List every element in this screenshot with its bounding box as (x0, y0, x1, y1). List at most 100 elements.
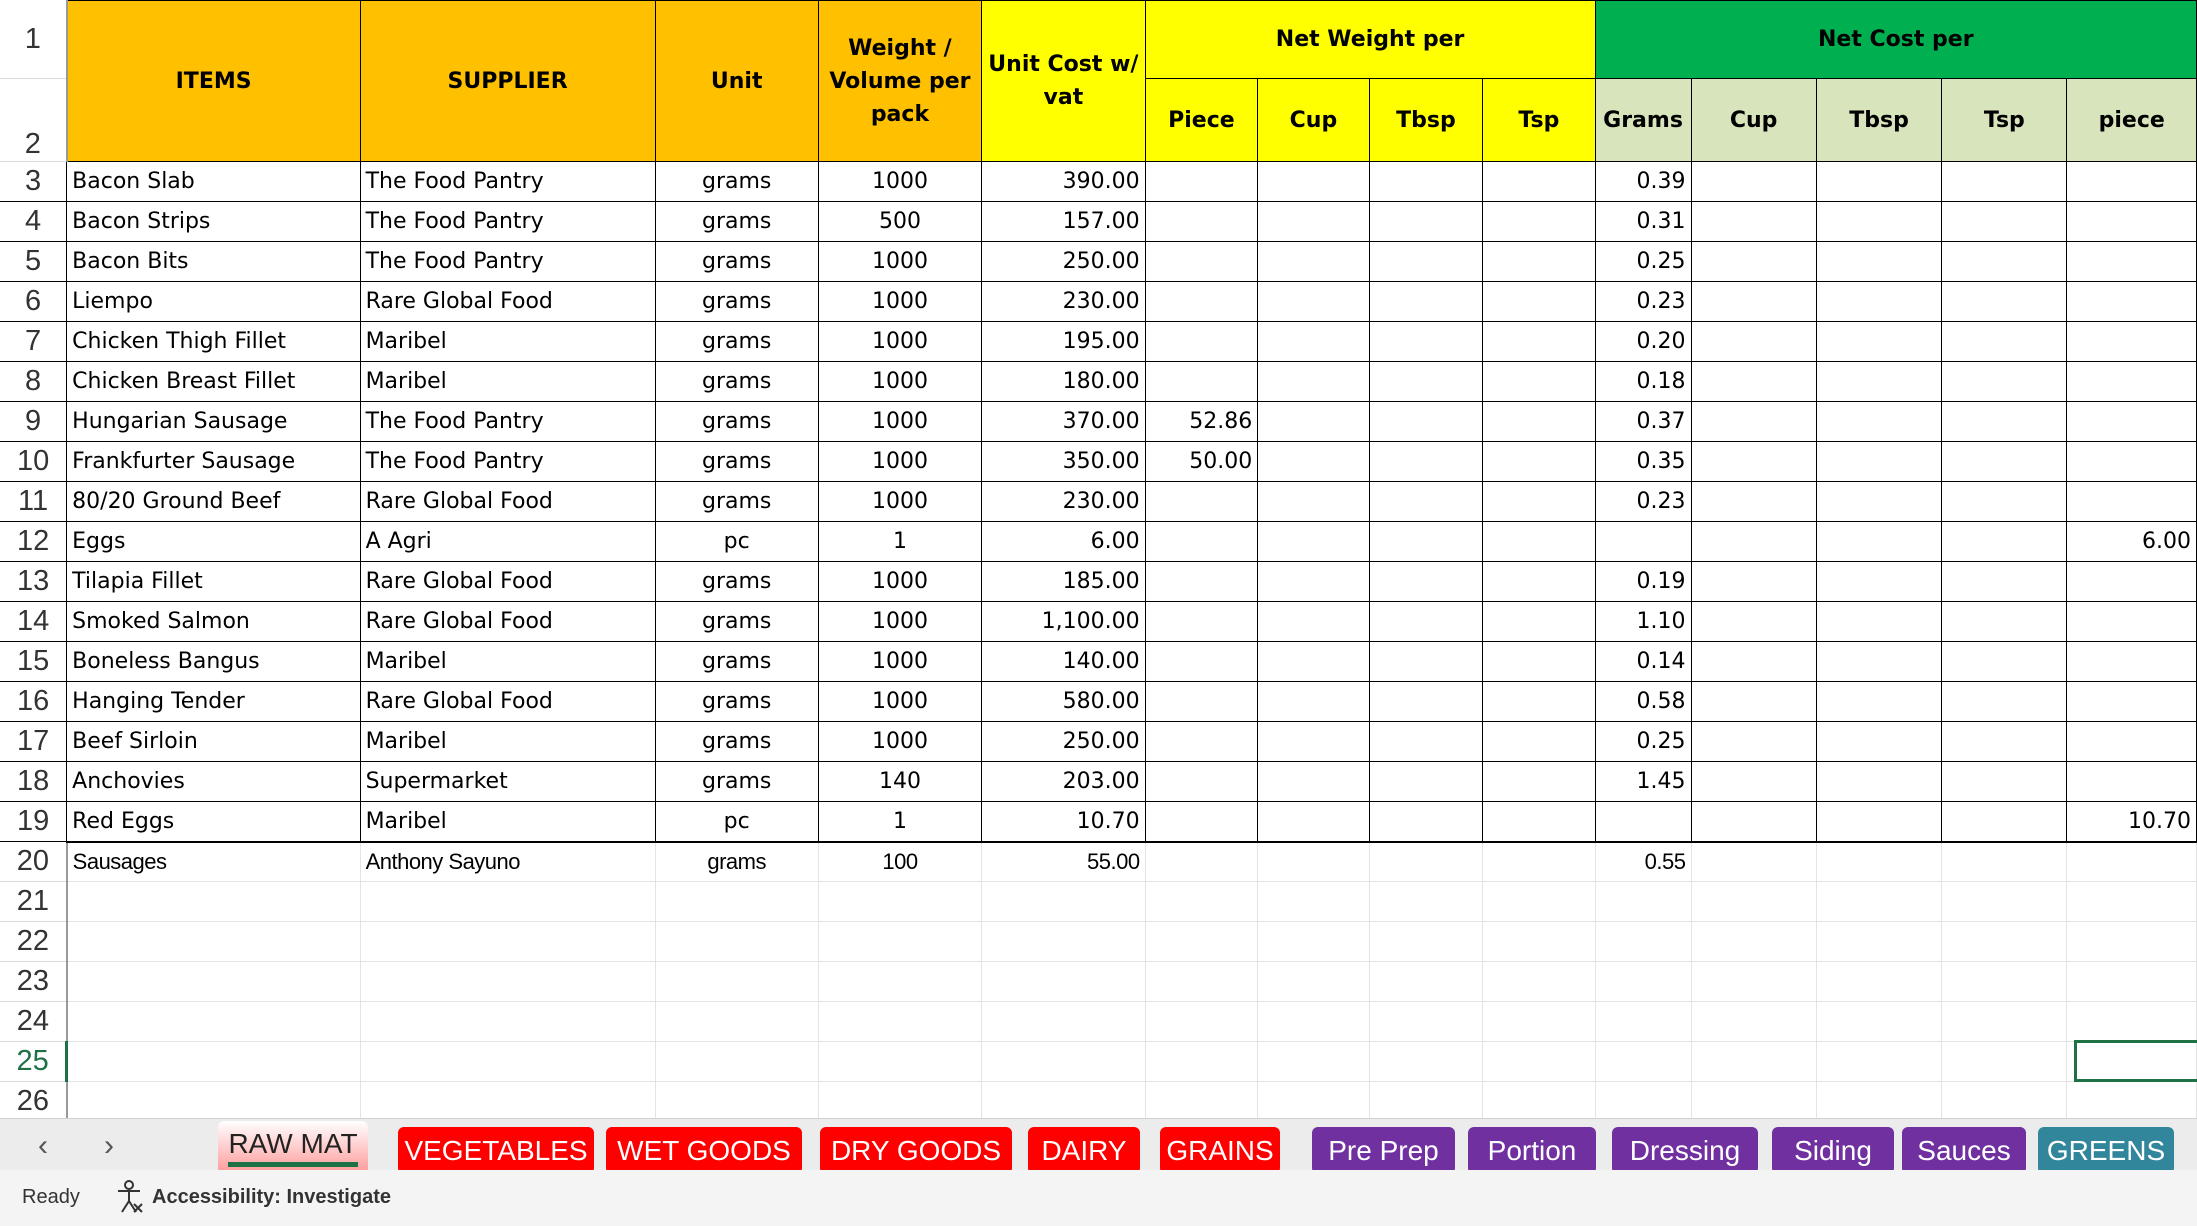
cell[interactable]: 1000 (818, 721, 983, 762)
cell[interactable]: 0.14 (1595, 641, 1692, 682)
cell[interactable] (1691, 521, 1817, 562)
cell[interactable]: grams (655, 641, 819, 682)
cell[interactable] (1482, 481, 1596, 522)
cell[interactable] (1369, 401, 1484, 442)
cell[interactable]: 1000 (818, 681, 983, 722)
cell[interactable] (1257, 161, 1370, 202)
cell[interactable] (1941, 161, 2068, 202)
cell[interactable]: Maribel (360, 361, 656, 402)
cell[interactable] (1941, 561, 2068, 602)
cell[interactable]: 370.00 (981, 401, 1146, 442)
row-header[interactable]: 20 (0, 841, 68, 882)
cell[interactable] (1369, 161, 1484, 202)
cell[interactable] (1257, 761, 1370, 802)
cell[interactable] (1369, 761, 1484, 802)
cell[interactable] (1482, 241, 1596, 282)
cell[interactable]: grams (655, 201, 819, 242)
cell[interactable] (1691, 881, 1817, 922)
cell[interactable]: 0.23 (1595, 481, 1692, 522)
cell[interactable]: 0.23 (1595, 281, 1692, 322)
cell[interactable] (1257, 801, 1370, 843)
cell[interactable]: Sausages (66, 841, 361, 882)
cell[interactable] (1482, 361, 1596, 402)
cell[interactable] (1691, 641, 1817, 682)
cell[interactable] (1145, 841, 1259, 882)
cell[interactable]: grams (655, 841, 819, 882)
cell[interactable]: grams (655, 441, 819, 482)
sheet-tab-portion[interactable]: Portion (1468, 1127, 1596, 1174)
cell[interactable] (2066, 561, 2197, 602)
cell[interactable] (1369, 721, 1484, 762)
cell[interactable]: Bacon Strips (66, 201, 361, 242)
cell[interactable] (2066, 961, 2197, 1002)
cell[interactable] (1482, 1081, 1596, 1118)
cell[interactable] (1257, 881, 1370, 922)
row-header[interactable]: 17 (0, 721, 68, 762)
cell[interactable] (1482, 161, 1596, 202)
cell[interactable] (360, 1041, 656, 1082)
cell[interactable] (655, 1001, 819, 1042)
cell[interactable] (1691, 921, 1817, 962)
cell[interactable]: 350.00 (981, 441, 1146, 482)
cell[interactable] (1145, 201, 1259, 242)
cell[interactable] (1595, 961, 1692, 1002)
cell[interactable] (1941, 1001, 2068, 1042)
cell[interactable] (360, 921, 656, 962)
cell[interactable] (1145, 721, 1259, 762)
cell[interactable] (1145, 681, 1259, 722)
cell[interactable]: The Food Pantry (360, 241, 656, 282)
cell[interactable] (1941, 601, 2068, 642)
cell[interactable] (1941, 961, 2068, 1002)
cell[interactable] (1941, 481, 2068, 522)
cell[interactable] (1816, 1001, 1943, 1042)
cell[interactable] (2066, 601, 2197, 642)
cell[interactable] (1482, 801, 1596, 843)
cell[interactable] (2066, 721, 2197, 762)
cell[interactable] (1816, 401, 1943, 442)
cell[interactable] (1941, 721, 2068, 762)
cell[interactable] (1369, 1001, 1484, 1042)
row-header[interactable]: 14 (0, 601, 68, 642)
cell[interactable]: 1000 (818, 561, 983, 602)
cell[interactable] (1145, 481, 1259, 522)
cell[interactable] (1595, 1041, 1692, 1082)
cell[interactable] (2066, 681, 2197, 722)
cell[interactable] (1369, 241, 1484, 282)
cell[interactable] (1145, 601, 1259, 642)
cell[interactable] (66, 921, 361, 962)
cell[interactable] (1369, 481, 1484, 522)
cell[interactable]: Tilapia Fillet (66, 561, 361, 602)
cell[interactable] (66, 961, 361, 1002)
cell[interactable] (1691, 1081, 1817, 1118)
header-net-weight[interactable]: Net Weight per (1144, 0, 1596, 79)
row-header[interactable]: 25 (0, 1041, 69, 1082)
cell[interactable]: Hanging Tender (66, 681, 361, 722)
cell[interactable]: 0.39 (1595, 161, 1692, 202)
cell[interactable] (1691, 801, 1817, 843)
cell[interactable]: Eggs (66, 521, 361, 562)
cell[interactable]: grams (655, 561, 819, 602)
cell[interactable]: Rare Global Food (360, 681, 656, 722)
cell[interactable]: 390.00 (981, 161, 1146, 202)
cell[interactable]: 50.00 (1145, 441, 1259, 482)
cell[interactable] (1816, 241, 1943, 282)
cell[interactable] (981, 1041, 1146, 1082)
cell[interactable]: 1000 (818, 401, 983, 442)
cell[interactable] (1816, 561, 1943, 602)
cell[interactable]: The Food Pantry (360, 441, 656, 482)
cell[interactable] (1145, 241, 1259, 282)
sheet-tab-sauces[interactable]: Sauces (1902, 1127, 2026, 1174)
cell[interactable]: Maribel (360, 641, 656, 682)
cell[interactable] (1257, 441, 1370, 482)
accessibility-status[interactable]: Accessibility: Investigate (152, 1186, 391, 1208)
cell[interactable] (655, 1081, 819, 1118)
cell[interactable] (1691, 1001, 1817, 1042)
cell[interactable] (1941, 801, 2068, 843)
cell[interactable] (1369, 561, 1484, 602)
cell[interactable]: 1000 (818, 641, 983, 682)
cell[interactable] (1941, 441, 2068, 482)
cell[interactable] (1691, 241, 1817, 282)
cell[interactable] (2066, 921, 2197, 962)
sheet-tab-grains[interactable]: GRAINS (1160, 1127, 1280, 1174)
cell[interactable] (1482, 921, 1596, 962)
